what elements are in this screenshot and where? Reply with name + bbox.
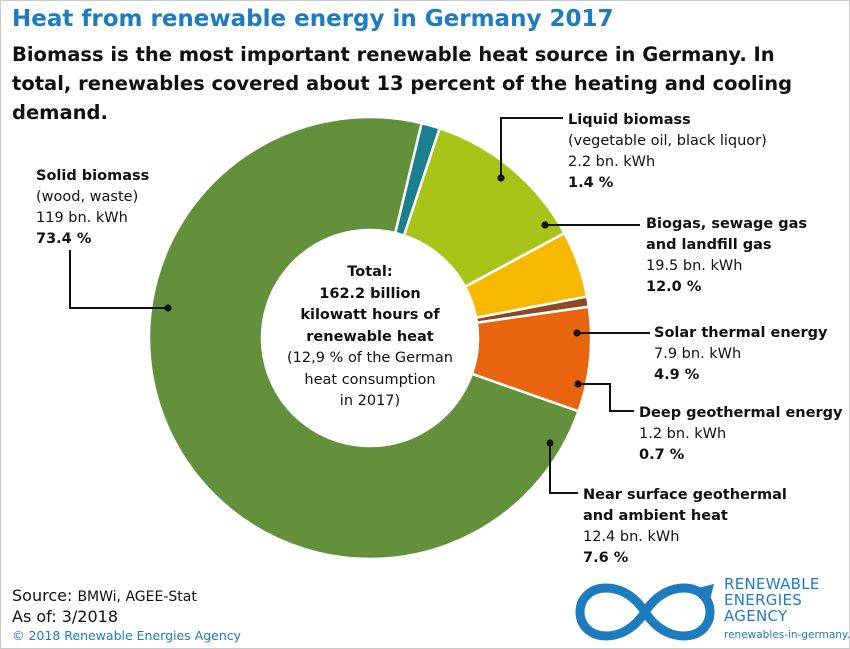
label-percent: 7.6 % — [583, 550, 629, 566]
center-total-label: Total: — [347, 264, 393, 280]
leader-near-surface-geothermal-dot — [546, 439, 554, 447]
label-liquid-biomass: Liquid biomass (vegetable oil, black liq… — [568, 110, 767, 194]
copyright: © 2018 Renewable Energies Agency — [12, 628, 242, 643]
center-note-2: heat consumption — [304, 371, 436, 388]
label-value: 1.2 bn. kWh — [639, 426, 727, 442]
label-value: 119 bn. kWh — [36, 210, 128, 226]
logo-line-2: ENERGIES — [724, 591, 803, 609]
source-note: Source: BMWi, AGEE-Stat As of: 3/2018 — [12, 586, 197, 627]
center-note-3: in 2017) — [339, 393, 401, 409]
logo-url: renewables-in-germany.com — [724, 629, 850, 641]
leader-deep-geothermal — [578, 383, 634, 412]
source-line: Source: BMWi, AGEE-Stat — [12, 586, 197, 607]
label-value: 2.2 bn. kWh — [568, 154, 656, 170]
logo-line-3: AGENCY — [724, 607, 788, 625]
label-detail: (vegetable oil, black liquor) — [568, 133, 767, 149]
center-note-1: (12,9 % of the German — [287, 350, 453, 366]
label-detail: (wood, waste) — [36, 189, 139, 205]
center-total-unit-2: renewable heat — [306, 328, 434, 345]
label-percent: 0.7 % — [639, 447, 685, 463]
label-percent: 73.4 % — [36, 231, 92, 247]
chart-subtitle: Biomass is the most important renewable … — [12, 43, 793, 124]
chart-title: Heat from renewable energy in Germany 20… — [12, 6, 614, 32]
leader-near-surface-geothermal — [549, 443, 578, 494]
logo-wordmark: RENEWABLE ENERGIES AGENCY — [724, 576, 820, 624]
label-solar-thermal: Solar thermal energy 7.9 bn. kWh 4.9 % — [654, 323, 827, 386]
label-name-2: and ambient heat — [583, 508, 728, 524]
label-value: 12.4 bn. kWh — [583, 529, 680, 545]
leader-solar-thermal-dot — [573, 329, 581, 337]
infinity-logo-icon — [575, 583, 715, 641]
label-name: Solid biomass — [36, 168, 150, 184]
slice-solid-biomass — [147, 115, 581, 561]
donut-center-label: Total: 162.2 billion kilowatt hours of r… — [270, 262, 470, 413]
center-total-value: 162.2 billion — [319, 285, 421, 302]
leader-liquid-biomass — [500, 117, 563, 178]
leader-biogas-dot — [541, 221, 549, 229]
label-percent: 12.0 % — [646, 279, 702, 295]
leader-solid-biomass — [69, 250, 168, 309]
source-label: Source: — [12, 586, 73, 605]
label-name: Solar thermal energy — [654, 325, 828, 341]
source-value: BMWi, AGEE-Stat — [77, 589, 197, 605]
as-of-value: 3/2018 — [61, 607, 118, 626]
label-name: Liquid biomass — [568, 112, 691, 128]
label-name-2: and landfill gas — [646, 237, 772, 253]
label-near-surface-geothermal: Near surface geothermal and ambient heat… — [583, 485, 787, 569]
leader-liquid-biomass-dot — [497, 174, 505, 182]
label-percent: 1.4 % — [568, 175, 614, 191]
label-percent: 4.9 % — [654, 367, 700, 383]
label-name-1: Near surface geothermal — [583, 487, 787, 503]
label-deep-geothermal: Deep geothermal energy 1.2 bn. kWh 0.7 % — [639, 403, 842, 466]
center-total-unit-1: kilowatt hours of — [300, 307, 440, 323]
as-of-line: As of: 3/2018 — [12, 607, 197, 627]
label-solid-biomass: Solid biomass (wood, waste) 119 bn. kWh … — [36, 166, 149, 250]
label-biogas: Biogas, sewage gas and landfill gas 19.5… — [646, 214, 807, 298]
label-value: 7.9 bn. kWh — [654, 346, 742, 362]
label-value: 19.5 bn. kWh — [646, 258, 743, 274]
as-of-label: As of: — [12, 607, 57, 626]
leader-deep-geothermal-dot — [574, 380, 582, 388]
leader-solid-biomass-dot — [164, 304, 172, 312]
logo-line-1: RENEWABLE — [724, 575, 820, 593]
label-name-1: Biogas, sewage gas — [646, 216, 808, 232]
label-name: Deep geothermal energy — [639, 405, 843, 421]
